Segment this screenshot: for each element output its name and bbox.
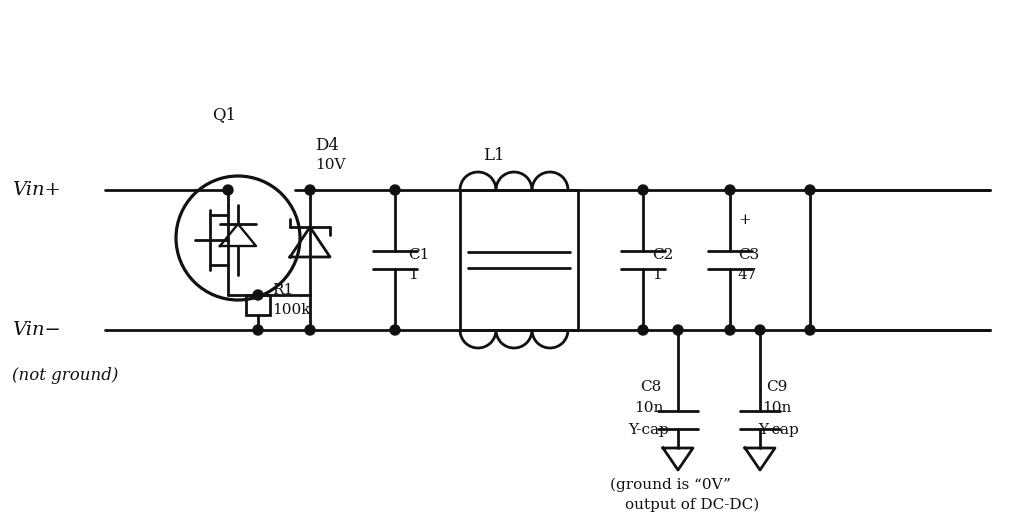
Circle shape	[638, 185, 648, 195]
Circle shape	[638, 325, 648, 335]
Circle shape	[755, 325, 765, 335]
Circle shape	[805, 185, 815, 195]
Text: C8: C8	[640, 380, 662, 394]
Circle shape	[805, 325, 815, 335]
Text: +: +	[738, 213, 751, 227]
Circle shape	[725, 185, 735, 195]
Text: (ground is “0V”: (ground is “0V”	[610, 478, 731, 492]
Circle shape	[725, 325, 735, 335]
Text: (not ground): (not ground)	[12, 367, 119, 384]
Text: output of DC-DC): output of DC-DC)	[625, 498, 759, 512]
Text: R1: R1	[272, 283, 293, 297]
Circle shape	[305, 325, 315, 335]
Text: C3: C3	[738, 248, 759, 262]
Circle shape	[253, 290, 263, 300]
Text: Vin+: Vin+	[12, 181, 60, 199]
Circle shape	[305, 185, 315, 195]
Text: C1: C1	[408, 248, 429, 262]
Text: Y-cap: Y-cap	[758, 423, 799, 437]
Circle shape	[390, 325, 400, 335]
Circle shape	[223, 185, 233, 195]
Text: D4: D4	[315, 137, 339, 154]
Circle shape	[390, 185, 400, 195]
Text: Vin−: Vin−	[12, 321, 60, 339]
Text: L1: L1	[483, 146, 505, 163]
Text: 1: 1	[408, 268, 418, 282]
Text: 10n: 10n	[634, 401, 664, 415]
Text: 10V: 10V	[315, 158, 345, 172]
Circle shape	[253, 325, 263, 335]
Text: 100k: 100k	[272, 303, 310, 317]
Text: C2: C2	[652, 248, 674, 262]
Bar	[246, 295, 270, 315]
Text: C9: C9	[766, 380, 787, 394]
Circle shape	[673, 325, 683, 335]
Text: Q1: Q1	[212, 107, 237, 123]
Text: 47: 47	[738, 268, 758, 282]
Text: 1: 1	[652, 268, 662, 282]
Text: Y-cap: Y-cap	[628, 423, 669, 437]
Text: 10n: 10n	[762, 401, 792, 415]
